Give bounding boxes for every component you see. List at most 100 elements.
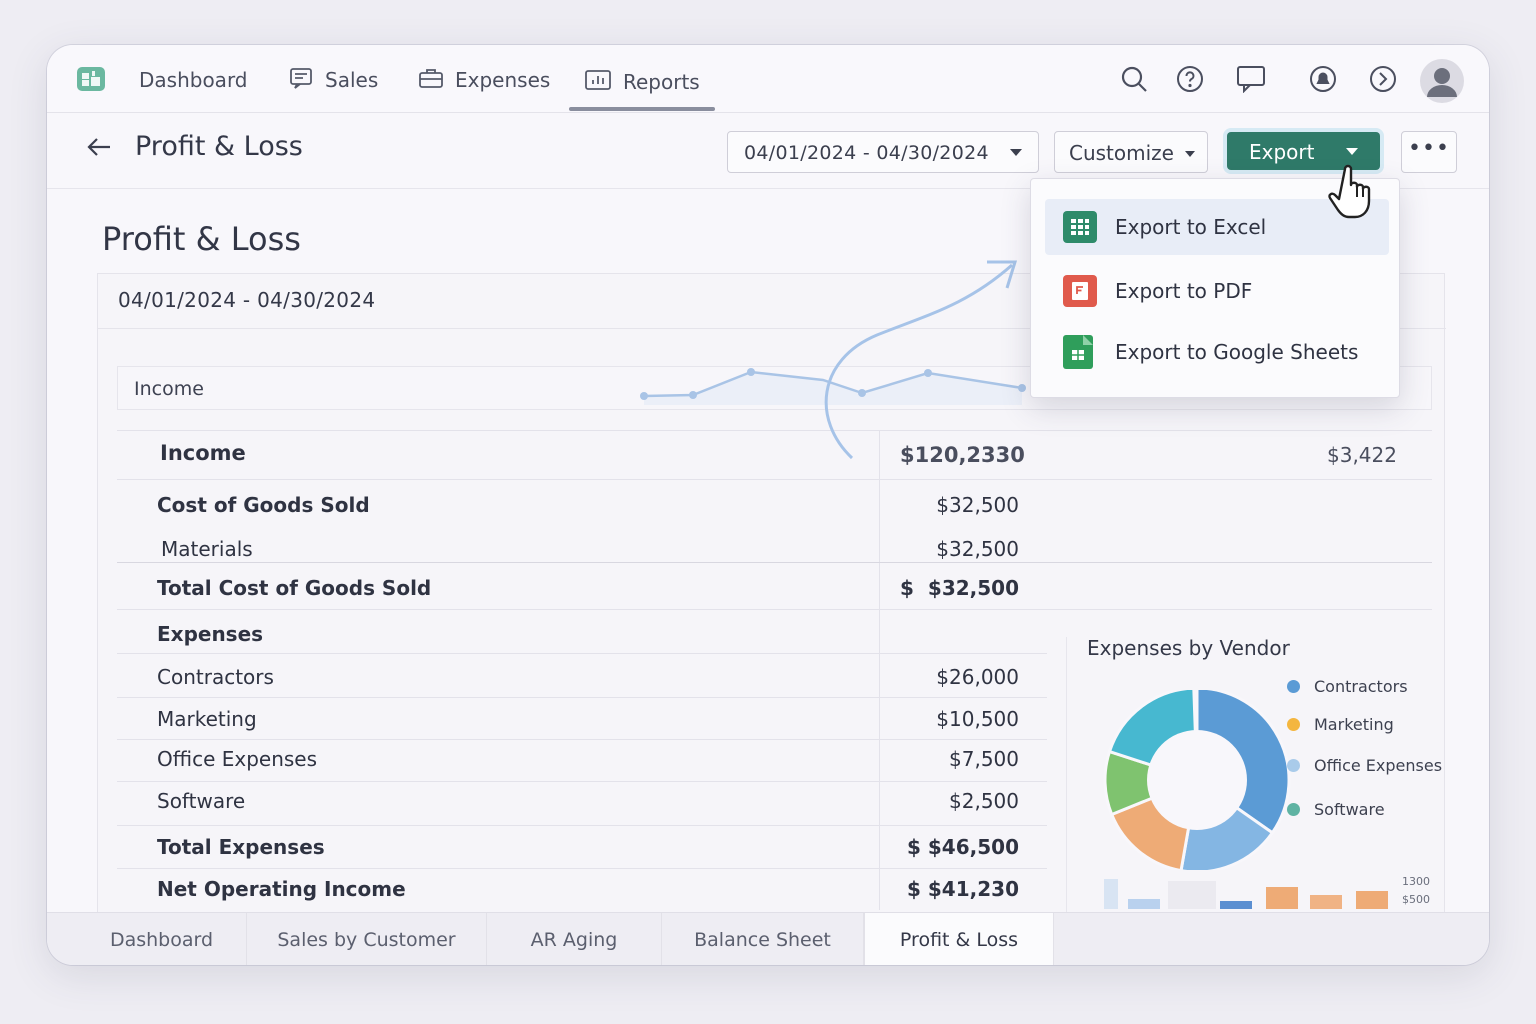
row-label: Materials — [161, 537, 253, 561]
date-range-select[interactable]: 04/01/2024 - 04/30/2024 — [727, 131, 1039, 173]
legend-item-contractors[interactable]: Contractors — [1287, 677, 1408, 696]
tab-label: AR Aging — [530, 928, 618, 951]
export-to-google-sheets-item[interactable]: Export to Google Sheets — [1045, 324, 1389, 380]
more-options-button[interactable]: ••• — [1401, 131, 1457, 173]
divider — [117, 479, 1432, 480]
tab-label: Profit & Loss — [899, 928, 1019, 951]
row-label: Software — [157, 789, 246, 813]
nav-label: Dashboard — [139, 68, 248, 92]
top-navigation: Dashboard Sales Expenses Reports — [47, 45, 1489, 113]
legend-swatch — [1287, 803, 1300, 816]
customize-label: Customize — [1069, 141, 1174, 165]
chevron-down-icon — [1346, 148, 1358, 155]
income-sparkline — [640, 368, 1026, 405]
nav-sales[interactable]: Sales — [289, 65, 378, 95]
divider — [117, 781, 1047, 782]
legend-swatch — [1287, 759, 1300, 772]
column-divider — [879, 430, 880, 910]
export-dropdown-menu: Export to Excel Export to PDF Export to … — [1030, 178, 1400, 398]
row-value: $10,500 — [936, 707, 1019, 731]
legend-label: Office Expenses — [1314, 756, 1443, 775]
excel-icon — [1063, 211, 1097, 243]
report-chart-icon — [585, 69, 611, 96]
nav-label: Expenses — [455, 68, 551, 92]
export-to-excel-item[interactable]: Export to Excel — [1045, 199, 1389, 255]
divider — [117, 739, 1047, 740]
arrow-left-icon[interactable] — [85, 133, 113, 161]
tab-label: Dashboard — [109, 928, 214, 951]
chevron-down-icon — [1185, 151, 1195, 157]
divider — [98, 328, 1446, 329]
nav-label: Sales — [325, 68, 379, 92]
export-label: Export — [1249, 140, 1315, 164]
google-sheets-icon — [1063, 335, 1093, 369]
chat-icon[interactable] — [1236, 65, 1265, 94]
divider — [117, 609, 1432, 610]
divider — [117, 825, 1047, 826]
row-label: Cost of Goods Sold — [157, 493, 370, 517]
legend-swatch — [1287, 718, 1300, 731]
pdf-icon — [1063, 275, 1097, 307]
app-logo-icon[interactable] — [77, 67, 105, 91]
page-header: Profit & Loss 04/01/2024 - 04/30/2024 Cu… — [47, 113, 1489, 189]
legend-swatch — [1287, 680, 1300, 693]
legend-label: Software — [1314, 800, 1385, 819]
nav-expenses[interactable]: Expenses — [419, 65, 550, 95]
tab-sales-by-customer[interactable]: Sales by Customer — [247, 913, 487, 965]
row-label: Total Expenses — [157, 835, 325, 859]
legend-item-office-expenses[interactable]: Office Expenses — [1287, 756, 1442, 775]
chart-title: Expenses by Vendor — [1087, 636, 1290, 660]
mini-bar — [1128, 899, 1160, 909]
mini-bar-chart — [1104, 879, 1388, 909]
tab-balance-sheet[interactable]: Balance Sheet — [662, 913, 864, 965]
legend-label: Contractors — [1314, 677, 1408, 696]
legend-item-software[interactable]: Software — [1287, 800, 1385, 819]
row-value: $ $41,230 — [907, 877, 1019, 901]
chevron-down-icon — [1010, 149, 1022, 156]
legend-label: Marketing — [1314, 715, 1394, 734]
user-avatar[interactable] — [1420, 59, 1464, 103]
mini-bar-label: 1300 — [1402, 875, 1430, 888]
receipt-icon — [289, 67, 313, 94]
nav-dashboard[interactable]: Dashboard — [139, 65, 248, 95]
row-value: $32,500 — [936, 493, 1019, 517]
page-title: Profit & Loss — [135, 131, 303, 162]
app-window: Dashboard Sales Expenses Reports — [47, 45, 1489, 965]
income-secondary-value: $3,422 — [1327, 443, 1397, 467]
export-to-pdf-item[interactable]: Export to PDF — [1045, 263, 1389, 319]
legend-item-marketing[interactable]: Marketing — [1287, 715, 1394, 734]
row-label: Total Cost of Goods Sold — [157, 576, 432, 600]
income-section-label: Income — [134, 378, 204, 400]
row-label: Office Expenses — [157, 747, 318, 771]
row-value: $32,500 — [936, 537, 1019, 561]
active-tab-indicator — [569, 107, 715, 111]
forward-circle-icon[interactable] — [1369, 65, 1397, 93]
column-divider — [1066, 637, 1067, 917]
tab-dashboard[interactable]: Dashboard — [77, 913, 247, 965]
tab-label: Sales by Customer — [277, 928, 456, 951]
briefcase-icon — [419, 67, 443, 94]
tab-label: Balance Sheet — [694, 928, 831, 951]
customize-button[interactable]: Customize — [1054, 131, 1208, 173]
row-label: Net Operating Income — [157, 877, 406, 901]
mini-bar — [1310, 895, 1342, 909]
tab-ar-aging[interactable]: AR Aging — [487, 913, 662, 965]
notifications-icon[interactable] — [1309, 65, 1337, 93]
divider — [117, 868, 1047, 869]
help-icon[interactable] — [1176, 65, 1204, 93]
menu-item-label: Export to Google Sheets — [1115, 340, 1359, 364]
row-value: $2,500 — [949, 789, 1019, 813]
nav-label: Reports — [623, 70, 700, 94]
row-label: Expenses — [157, 622, 264, 646]
decorative-arrow-icon — [824, 260, 1018, 460]
tab-profit-and-loss[interactable]: Profit & Loss — [864, 913, 1054, 965]
expenses-donut-chart[interactable] — [1097, 690, 1297, 870]
export-button[interactable]: Export — [1227, 132, 1380, 170]
search-icon[interactable] — [1120, 65, 1148, 93]
menu-item-label: Export to PDF — [1115, 279, 1253, 303]
report-title: Profit & Loss — [102, 220, 301, 258]
nav-reports[interactable]: Reports — [585, 67, 700, 97]
divider — [117, 653, 1047, 654]
row-label: Income — [160, 441, 246, 465]
income-value: $120,2330 — [900, 443, 1025, 467]
